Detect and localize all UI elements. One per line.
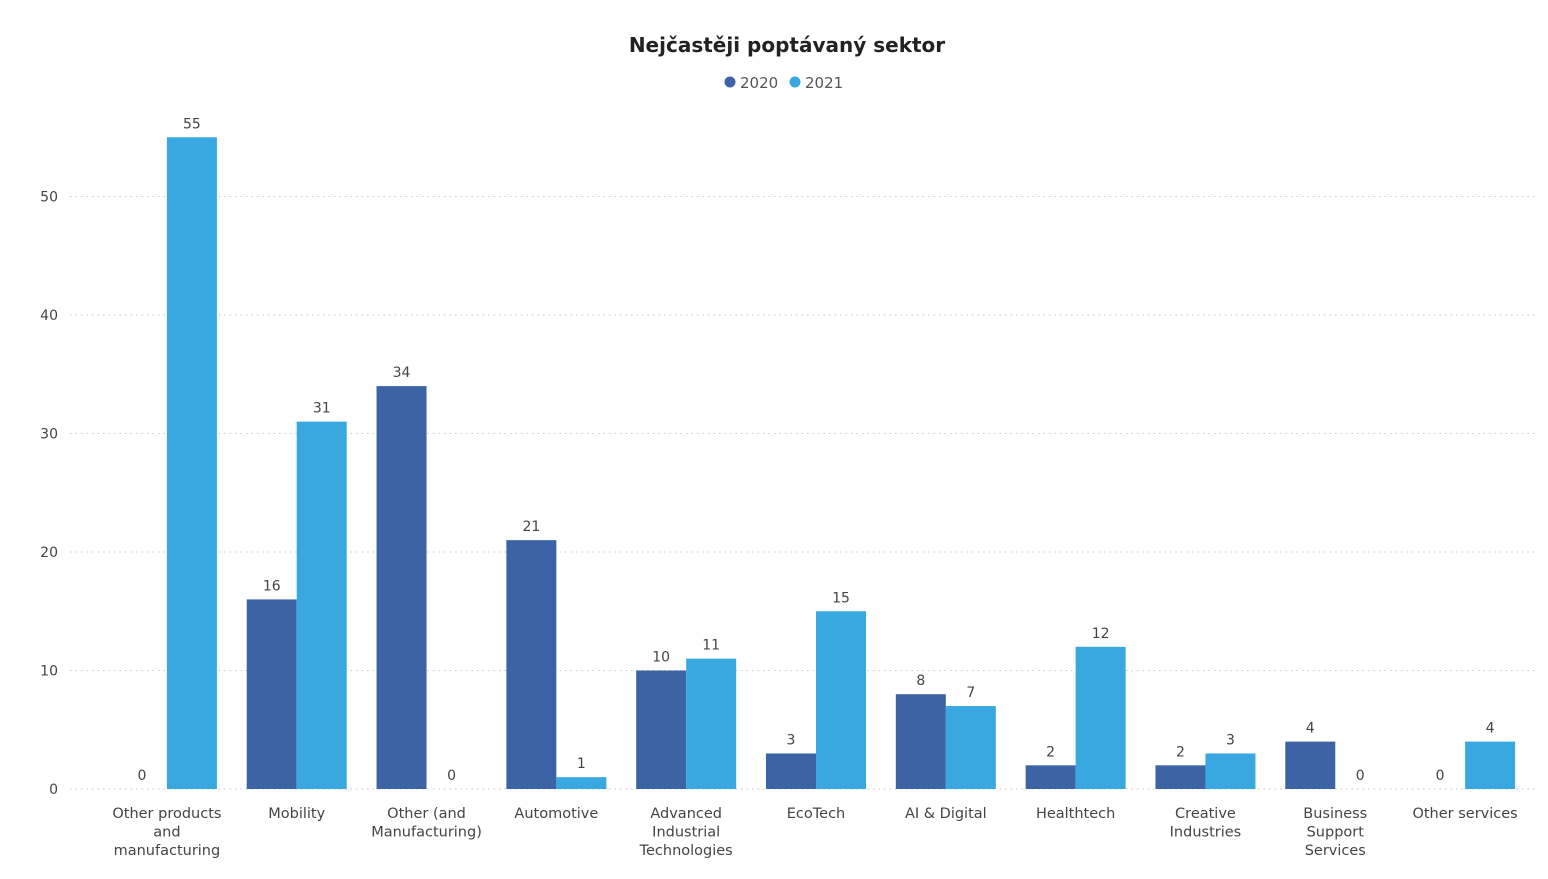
- data-label-2020-2: 34: [393, 365, 411, 381]
- data-label-2020-7: 2: [1046, 744, 1055, 760]
- x-tick-label-line: Creative: [1175, 806, 1236, 822]
- data-label-2021-7: 12: [1092, 626, 1110, 642]
- y-tick-label: 40: [40, 308, 58, 324]
- legend-label-2021[interactable]: 2021: [805, 74, 843, 92]
- x-tick-label-line: Industries: [1170, 825, 1242, 841]
- bar-2021-0[interactable]: [166, 137, 217, 789]
- bar-2021-5[interactable]: [816, 611, 866, 789]
- x-tick-label-line: and: [153, 825, 180, 841]
- data-label-2021-0: 55: [183, 116, 201, 132]
- y-tick-label: 20: [40, 545, 58, 561]
- data-label-2021-6: 7: [966, 685, 975, 701]
- x-tick-label: Other services: [1412, 806, 1517, 822]
- x-tick-label-line: manufacturing: [114, 843, 221, 859]
- x-tick-label: Creative Industries: [1170, 806, 1242, 841]
- bar-2020-3[interactable]: [506, 540, 557, 789]
- bar-2021-8[interactable]: [1205, 753, 1256, 789]
- data-label-2020-4: 10: [652, 650, 670, 666]
- data-label-2020-5: 3: [787, 732, 796, 748]
- x-tick-label: Business Support Services: [1303, 806, 1367, 859]
- x-tick-label: Advanced Industrial Technologies: [639, 806, 733, 859]
- data-label-2020-10: 0: [1436, 768, 1445, 784]
- x-tick-label: AI & Digital: [905, 806, 987, 822]
- x-tick-label-line: AI & Digital: [905, 806, 987, 822]
- data-label-2020-0: 0: [137, 768, 146, 784]
- chart-title: Nejčastěji poptávaný sektor: [629, 33, 945, 57]
- bar-2021-6[interactable]: [945, 706, 996, 789]
- data-label-2021-8: 3: [1226, 732, 1235, 748]
- x-tick-label-line: EcoTech: [787, 806, 845, 822]
- x-tick-label-line: Other products: [112, 806, 221, 822]
- x-tick-label: EcoTech: [787, 806, 845, 822]
- data-label-2020-3: 21: [522, 519, 540, 535]
- data-label-2020-9: 4: [1306, 721, 1315, 737]
- x-tick-label-line: Automotive: [514, 806, 598, 822]
- bar-2021-3[interactable]: [556, 777, 607, 789]
- bar-2020-9[interactable]: [1285, 741, 1336, 789]
- x-tick-label-line: Business: [1303, 806, 1367, 822]
- bar-2020-2[interactable]: [376, 386, 427, 789]
- data-label-2020-6: 8: [916, 673, 925, 689]
- x-tick-label: Other (and Manufacturing): [371, 806, 482, 841]
- y-axis: 0 10 20 30 40 50: [40, 190, 58, 799]
- data-label-2021-2: 0: [447, 768, 456, 784]
- x-tick-label: Automotive: [514, 806, 598, 822]
- data-label-2021-5: 15: [832, 590, 850, 606]
- bar-2020-6[interactable]: [895, 694, 946, 789]
- bar-2021-7[interactable]: [1075, 646, 1126, 789]
- x-tick-label-line: Healthtech: [1036, 806, 1115, 822]
- data-label-2020-8: 2: [1176, 744, 1185, 760]
- data-label-2020-1: 16: [263, 578, 281, 594]
- data-label-2021-1: 31: [313, 401, 331, 417]
- data-label-2021-4: 11: [702, 638, 720, 654]
- y-tick-label: 10: [40, 664, 58, 680]
- legend-marker-2021: [789, 76, 801, 88]
- bar-2020-5[interactable]: [766, 753, 816, 789]
- x-tick-label-line: Other services: [1412, 806, 1517, 822]
- data-label-2021-9: 0: [1356, 768, 1365, 784]
- x-tick-label: Other products and manufacturing: [112, 806, 221, 859]
- x-tick-label: Healthtech: [1036, 806, 1115, 822]
- bar-2020-4[interactable]: [636, 670, 687, 790]
- y-tick-label: 50: [40, 190, 58, 206]
- bar-2021-1[interactable]: [296, 421, 347, 789]
- legend-marker-2020: [724, 76, 736, 88]
- legend: 2020 2021: [724, 74, 843, 92]
- x-axis: Other products and manufacturing Mobility Ot…: [112, 806, 1517, 859]
- x-tick-label-line: Advanced: [650, 806, 722, 822]
- legend-label-2020[interactable]: 2020: [740, 74, 778, 92]
- y-tick-label: 30: [40, 427, 58, 443]
- bars: [166, 137, 1516, 790]
- x-tick-label-line: Technologies: [639, 843, 733, 859]
- x-tick-label-line: Services: [1305, 843, 1366, 859]
- bar-2021-10[interactable]: [1465, 741, 1516, 789]
- bar-2020-1[interactable]: [246, 599, 297, 789]
- bar-2020-7[interactable]: [1025, 765, 1076, 789]
- y-tick-label: 0: [49, 782, 58, 798]
- x-tick-label-line: Support: [1307, 825, 1365, 841]
- bar-2021-4[interactable]: [686, 658, 737, 789]
- x-tick-label: Mobility: [268, 806, 325, 822]
- x-tick-label-line: Mobility: [268, 806, 325, 822]
- data-label-2021-3: 1: [577, 756, 586, 772]
- x-tick-label-line: Manufacturing): [371, 825, 482, 841]
- x-tick-label-line: Other (and: [387, 806, 466, 822]
- x-tick-label-line: Industrial: [652, 825, 720, 841]
- bar-2020-8[interactable]: [1155, 765, 1206, 789]
- data-label-2021-10: 4: [1486, 721, 1495, 737]
